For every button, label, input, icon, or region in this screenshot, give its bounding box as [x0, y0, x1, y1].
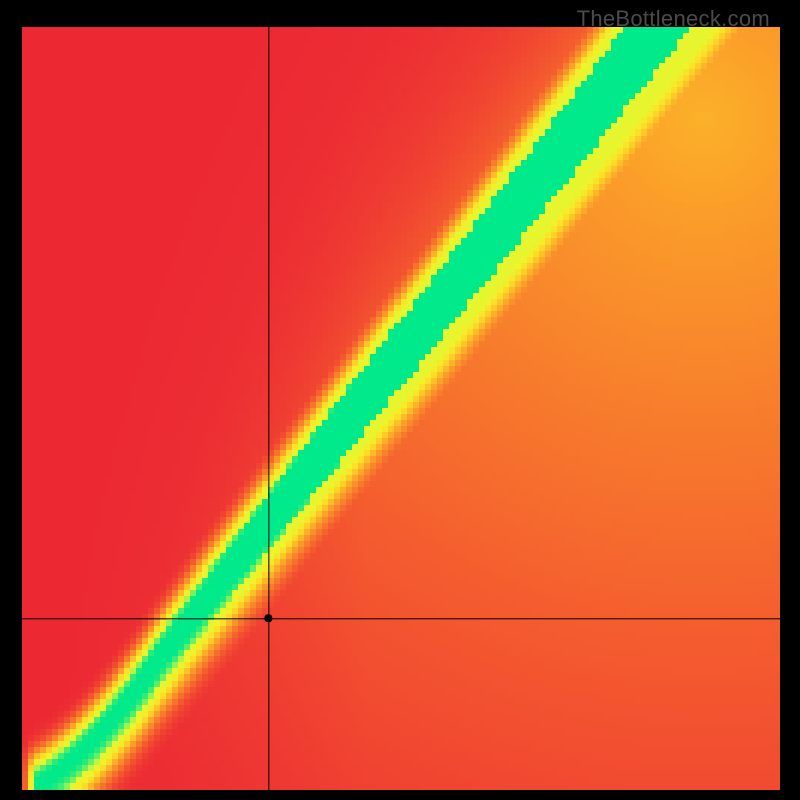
heatmap-plot: [22, 27, 780, 790]
watermark-label: TheBottleneck.com: [577, 6, 770, 32]
heatmap-canvas: [22, 27, 780, 790]
